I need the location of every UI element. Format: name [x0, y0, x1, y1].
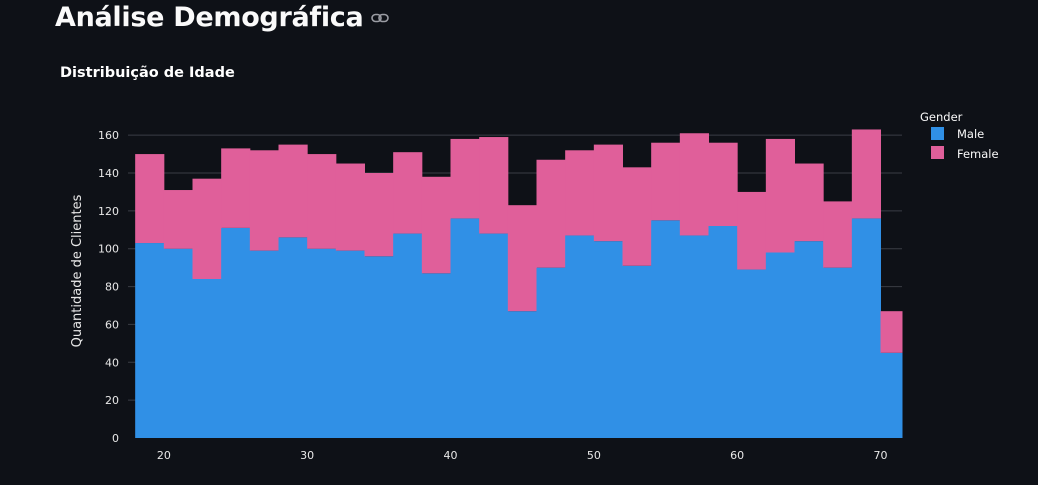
x-tick-label: 20: [157, 449, 171, 462]
x-tick-labels: 20 30 40 50 60 70: [157, 449, 888, 462]
bar-female[interactable]: [307, 154, 337, 249]
bar-female[interactable]: [163, 190, 193, 249]
bar-female[interactable]: [737, 191, 767, 270]
page-title-text: Análise Demográfica: [55, 2, 364, 33]
bar-female[interactable]: [851, 129, 881, 219]
legend-swatch-female[interactable]: [931, 146, 944, 159]
bar-male[interactable]: [335, 250, 365, 438]
bar-female[interactable]: [450, 138, 480, 219]
bar-male[interactable]: [163, 248, 193, 438]
bar-female[interactable]: [565, 150, 595, 236]
bar-male[interactable]: [507, 311, 537, 438]
x-tick-label: 40: [444, 449, 458, 462]
y-axis-title: Quantidade de Clientes: [70, 194, 85, 347]
bar-female[interactable]: [507, 205, 537, 312]
bar-female[interactable]: [794, 163, 824, 242]
bar-female[interactable]: [536, 159, 566, 268]
bar-female[interactable]: [708, 142, 738, 226]
x-tick-label: 30: [300, 449, 314, 462]
bar-female[interactable]: [479, 137, 509, 234]
bar-female[interactable]: [880, 311, 903, 353]
bar-male[interactable]: [679, 235, 709, 438]
bar-male[interactable]: [479, 233, 509, 438]
bar-male[interactable]: [823, 267, 853, 438]
bar-male[interactable]: [880, 352, 903, 438]
bar-female[interactable]: [135, 154, 165, 244]
bar-female[interactable]: [278, 144, 308, 238]
bar-male[interactable]: [307, 248, 337, 438]
bar-female[interactable]: [249, 150, 279, 251]
legend-title: Gender: [920, 110, 963, 124]
bar-male[interactable]: [278, 237, 308, 438]
bar-male[interactable]: [536, 267, 566, 438]
bar-male[interactable]: [450, 218, 480, 438]
y-tick-label: 20: [105, 394, 119, 407]
bar-male[interactable]: [851, 218, 881, 438]
bar-female[interactable]: [651, 142, 681, 221]
y-tick-label: 120: [98, 205, 119, 218]
y-tick-labels: 0 20 40 60 80 100 120 140 160: [98, 129, 119, 445]
bar-male[interactable]: [221, 227, 251, 438]
bar-male[interactable]: [794, 241, 824, 438]
link-icon[interactable]: [371, 12, 390, 24]
legend-label-female[interactable]: Female: [957, 147, 999, 161]
bar-male[interactable]: [708, 226, 738, 438]
x-tick-label: 60: [730, 449, 744, 462]
page-title: Análise Demográfica: [55, 2, 390, 33]
bar-male[interactable]: [192, 279, 222, 438]
bar-female[interactable]: [593, 144, 623, 242]
y-tick-label: 140: [98, 167, 119, 180]
bar-female[interactable]: [679, 133, 709, 236]
bar-male[interactable]: [737, 269, 767, 438]
bar-male[interactable]: [393, 233, 423, 438]
y-tick-label: 0: [112, 432, 119, 445]
bar-male[interactable]: [651, 220, 681, 438]
bar-female[interactable]: [823, 201, 853, 268]
legend-label-male[interactable]: Male: [957, 127, 984, 141]
bar-female[interactable]: [622, 167, 652, 266]
y-tick-label: 60: [105, 318, 119, 331]
bars: [135, 129, 903, 439]
x-tick-label: 70: [874, 449, 888, 462]
bar-female[interactable]: [192, 178, 222, 279]
bar-male[interactable]: [421, 273, 451, 438]
bar-male[interactable]: [565, 235, 595, 438]
x-tick-label: 50: [587, 449, 601, 462]
bar-female[interactable]: [364, 173, 394, 257]
bar-female[interactable]: [765, 138, 795, 253]
chart-title: Distribuição de Idade: [60, 65, 235, 81]
bar-female[interactable]: [421, 176, 451, 274]
bar-male[interactable]: [249, 250, 279, 438]
bar-female[interactable]: [221, 148, 251, 228]
bar-male[interactable]: [765, 252, 795, 439]
bar-female[interactable]: [335, 163, 365, 251]
y-tick-label: 160: [98, 129, 119, 142]
bar-male[interactable]: [364, 256, 394, 438]
bar-female[interactable]: [393, 152, 423, 234]
y-tick-label: 100: [98, 243, 119, 256]
legend: Gender Male Female: [920, 110, 999, 161]
bar-male[interactable]: [135, 243, 165, 438]
legend-swatch-male[interactable]: [931, 127, 944, 140]
y-tick-label: 80: [105, 281, 119, 294]
y-tick-label: 40: [105, 356, 119, 369]
bar-male[interactable]: [622, 265, 652, 438]
bar-male[interactable]: [593, 241, 623, 438]
